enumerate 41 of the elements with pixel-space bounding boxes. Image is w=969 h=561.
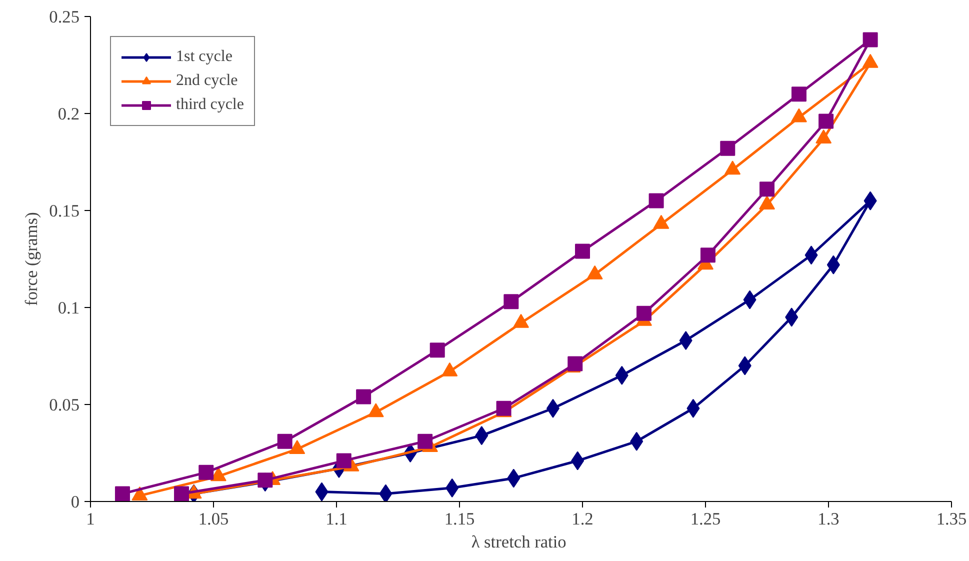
y-tick-label: 0.15 <box>49 202 80 220</box>
point <box>636 306 652 321</box>
point <box>700 248 716 263</box>
point <box>720 140 736 156</box>
point <box>198 464 214 480</box>
point <box>791 86 806 102</box>
point <box>114 486 130 502</box>
x-tick-label: 1.25 <box>690 510 721 528</box>
x-tick-label: 1.1 <box>326 510 348 528</box>
legend-label: 2nd cycle <box>176 72 238 90</box>
point <box>430 342 445 358</box>
x-tick-label: 1.35 <box>936 510 967 528</box>
x-axis-title: λ stretch ratio <box>471 532 566 552</box>
point <box>379 484 392 502</box>
point <box>496 400 512 416</box>
point <box>174 486 190 502</box>
point <box>418 434 433 449</box>
x-tick-label: 1.15 <box>444 510 475 528</box>
y-tick-label: 0.1 <box>58 298 80 318</box>
y-tick-label: 0 <box>70 492 80 512</box>
x-tick-label: 1 <box>86 510 95 528</box>
point <box>356 389 372 404</box>
point <box>568 356 583 372</box>
point <box>504 294 519 310</box>
legend-label: 1st cycle <box>176 48 232 66</box>
y-tick-label: 0.2 <box>58 104 80 124</box>
point <box>862 32 878 48</box>
legend-label: third cycle <box>176 96 244 114</box>
point <box>336 453 352 468</box>
y-axis-title: force (grams) <box>22 212 42 306</box>
point <box>648 193 664 208</box>
point <box>760 182 774 197</box>
y-tick-label: 0.05 <box>49 396 80 414</box>
point <box>575 244 590 259</box>
x-tick-label: 1.2 <box>572 510 594 528</box>
x-tick-label: 1.05 <box>198 510 229 528</box>
point <box>258 472 273 488</box>
x-tick-label: 1.3 <box>818 510 840 528</box>
y-tick-label: 0.25 <box>49 8 80 26</box>
point <box>277 434 292 449</box>
point <box>818 114 834 129</box>
